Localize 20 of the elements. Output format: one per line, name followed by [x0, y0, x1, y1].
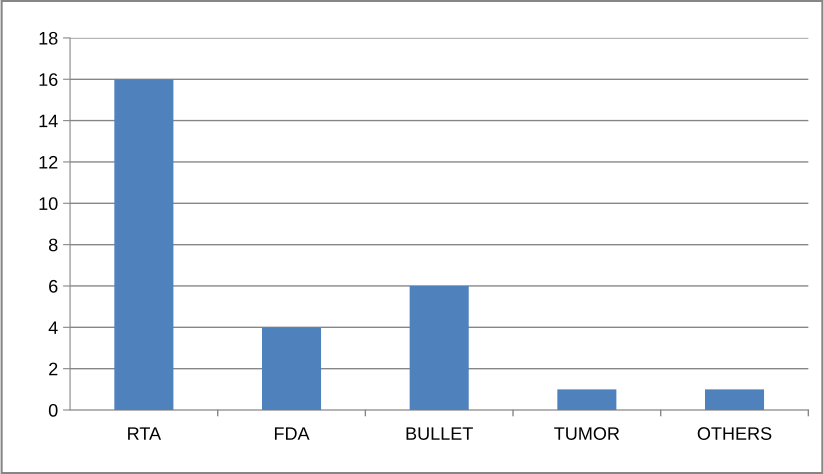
x-tick-label: FDA: [274, 427, 310, 440]
bar: [262, 327, 322, 410]
bar: [557, 389, 616, 410]
y-tick-label: 18: [40, 32, 58, 45]
y-tick-label: 6: [49, 280, 58, 293]
y-tick-label: 16: [40, 73, 58, 86]
y-tick-label: 4: [48, 321, 58, 334]
x-tick-label: TUMOR: [554, 427, 620, 440]
x-tick-label: RTA: [128, 427, 162, 440]
y-tick-label: 2: [49, 362, 58, 376]
y-tick-label: 10: [40, 197, 58, 210]
x-tick-label: OTHERS: [698, 427, 772, 440]
bar: [410, 286, 469, 410]
bar: [704, 389, 764, 410]
x-tick-label: BULLET: [406, 427, 473, 440]
y-tick-label: 0: [48, 404, 58, 417]
y-tick-label: 8: [48, 238, 58, 252]
bar: [114, 79, 174, 410]
y-tick-label: 14: [40, 114, 58, 128]
y-tick-label: 12: [40, 156, 58, 168]
